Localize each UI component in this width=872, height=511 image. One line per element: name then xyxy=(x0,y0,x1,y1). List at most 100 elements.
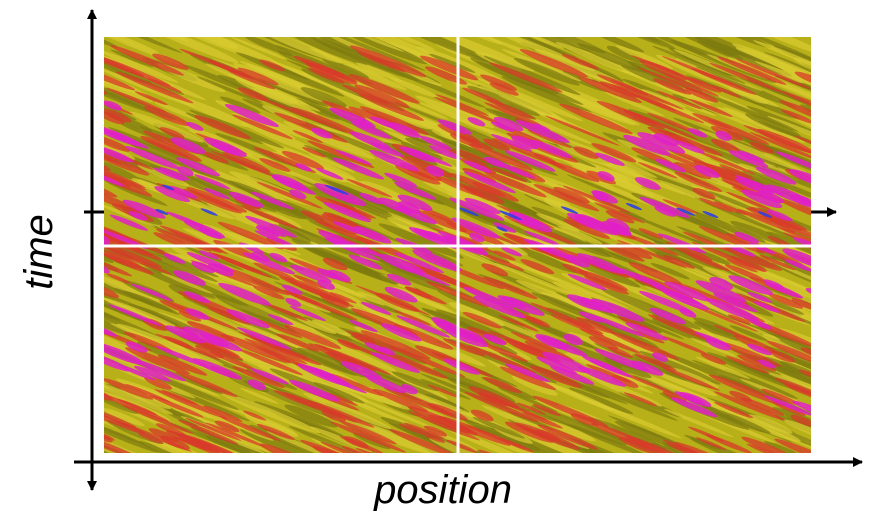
streak xyxy=(501,76,592,114)
streak xyxy=(561,53,600,70)
streak xyxy=(435,94,489,116)
streak xyxy=(393,310,432,326)
streak xyxy=(468,143,533,171)
streak xyxy=(259,158,291,172)
streak xyxy=(256,346,310,369)
streak xyxy=(316,167,344,180)
streak xyxy=(104,297,121,321)
streak xyxy=(307,140,375,168)
streak xyxy=(396,315,451,338)
streak xyxy=(268,314,294,326)
streak xyxy=(203,405,243,422)
streak xyxy=(740,397,785,416)
streak xyxy=(650,442,689,453)
streak xyxy=(300,210,358,235)
streak xyxy=(527,129,572,148)
streak xyxy=(160,272,213,294)
streak xyxy=(714,401,754,419)
streak xyxy=(708,191,763,214)
streak xyxy=(702,210,719,218)
streak xyxy=(293,274,327,289)
streak xyxy=(777,198,811,228)
streak xyxy=(596,100,665,130)
streak xyxy=(663,73,720,97)
streak xyxy=(187,321,235,342)
streak xyxy=(104,273,163,304)
streak xyxy=(104,352,131,372)
streak xyxy=(174,37,282,66)
streak xyxy=(321,37,426,71)
streak xyxy=(788,169,811,188)
streak xyxy=(166,211,205,228)
streak xyxy=(404,422,445,440)
streak xyxy=(453,327,485,343)
streak xyxy=(628,262,682,285)
streak xyxy=(498,315,539,332)
streak xyxy=(717,81,779,107)
streak xyxy=(104,154,140,181)
streak xyxy=(359,192,384,205)
streak xyxy=(496,226,508,232)
streak xyxy=(137,433,163,444)
streak xyxy=(222,152,271,173)
streak xyxy=(157,354,208,376)
streak xyxy=(243,410,267,421)
streak xyxy=(768,293,804,309)
streak xyxy=(293,55,358,83)
streak xyxy=(153,232,189,248)
streak xyxy=(428,145,462,160)
streak xyxy=(664,281,711,302)
streak xyxy=(447,428,537,453)
streak xyxy=(205,63,309,106)
streak xyxy=(154,101,200,121)
streak xyxy=(737,209,796,234)
streak xyxy=(160,435,190,450)
streak xyxy=(164,336,193,349)
streak xyxy=(746,343,772,356)
streak xyxy=(726,259,758,273)
streak xyxy=(149,395,205,418)
streak xyxy=(232,114,293,140)
streak xyxy=(104,64,136,91)
streak xyxy=(104,297,181,330)
streak xyxy=(104,37,160,54)
streak xyxy=(470,57,560,95)
streak xyxy=(104,100,122,111)
streak xyxy=(200,208,218,216)
streak xyxy=(357,291,449,329)
streak xyxy=(761,388,800,406)
streak xyxy=(695,66,797,108)
streak xyxy=(125,383,172,403)
streak xyxy=(638,228,664,239)
streak xyxy=(464,391,540,423)
streak xyxy=(167,185,198,199)
streak xyxy=(323,202,371,223)
streak xyxy=(412,249,462,272)
streak xyxy=(104,252,155,275)
streak xyxy=(329,292,357,304)
streak xyxy=(657,233,707,254)
streak xyxy=(481,342,529,363)
streak xyxy=(779,328,811,367)
streak xyxy=(733,334,778,354)
streak xyxy=(792,400,811,424)
streak xyxy=(351,121,392,139)
streak xyxy=(275,333,320,352)
streak xyxy=(646,366,718,397)
streak xyxy=(110,49,154,68)
streak xyxy=(269,252,288,263)
streak xyxy=(526,266,629,309)
streak xyxy=(195,345,225,359)
streak xyxy=(155,345,210,368)
streak xyxy=(697,90,799,132)
streak xyxy=(728,275,774,296)
streak xyxy=(370,142,404,157)
streak xyxy=(308,220,383,251)
streak xyxy=(104,55,171,87)
streak xyxy=(198,227,223,239)
streak xyxy=(713,324,758,343)
streak xyxy=(533,153,557,164)
streak xyxy=(742,170,789,190)
streak xyxy=(284,290,358,321)
streak xyxy=(420,207,455,223)
